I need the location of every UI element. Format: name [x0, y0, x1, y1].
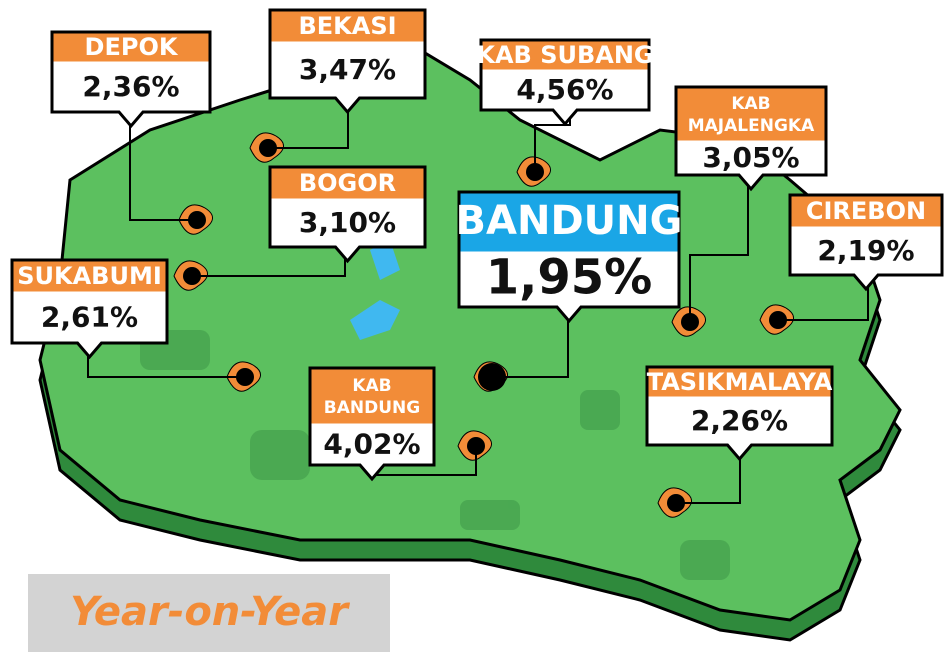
leader-line [676, 445, 741, 504]
callout-header [648, 368, 831, 397]
location-dot [188, 211, 206, 229]
location-dot [183, 267, 201, 285]
region-name: TASIKMALAYA [647, 368, 833, 396]
callout-header [271, 11, 424, 42]
callout-header [311, 369, 433, 424]
region-value: 3,10% [299, 206, 396, 239]
region-name: BEKASI [298, 12, 396, 40]
leader-line [778, 275, 869, 321]
region-name: BOGOR [299, 169, 396, 197]
location-dot [769, 311, 787, 329]
name-line: BANDUNG [324, 398, 420, 418]
location-dot [478, 363, 506, 391]
name-line: KAB [731, 94, 770, 114]
callout: KAB BANDUNG 4,02% [308, 366, 492, 482]
callout-header [271, 168, 424, 199]
callout: CIREBON 2,19% [759, 193, 944, 335]
region-value: 3,47% [299, 53, 396, 86]
leader-line [492, 307, 569, 378]
region-name: KAB MAJALENGKA [688, 94, 815, 136]
name-line: KAB [352, 376, 391, 396]
region-value: 2,26% [691, 404, 788, 437]
region-name: BANDUNG [456, 198, 683, 244]
region-value: 2,19% [817, 234, 914, 267]
region-value: 2,61% [41, 301, 138, 334]
location-dot [259, 139, 277, 157]
callout: DEPOK 2,36% [50, 30, 213, 235]
name-line: MAJALENGKA [688, 116, 815, 136]
location-dot [526, 163, 544, 181]
callout-header [13, 261, 166, 292]
region-name: KAB BANDUNG [324, 376, 420, 418]
leader-line [129, 112, 197, 221]
callout: BEKASI 3,47% [249, 8, 427, 163]
location-dot [681, 313, 699, 331]
callout-header [53, 33, 209, 62]
title-box [28, 574, 390, 652]
leader-line [689, 175, 749, 322]
callout: BANDUNG 1,95% [456, 190, 683, 392]
location-dot [236, 368, 254, 386]
callout-header [482, 41, 648, 70]
callout-header [791, 196, 941, 227]
leader-line [268, 98, 349, 149]
districts [140, 330, 730, 580]
location-dot [667, 494, 685, 512]
region-name: SUKABUMI [17, 262, 162, 290]
region-value: 4,56% [516, 73, 613, 106]
callout: SUKABUMI 2,61% [10, 258, 261, 392]
lake [350, 240, 400, 340]
location-dot [467, 437, 485, 455]
region-name: KAB SUBANG [476, 41, 653, 69]
region-value: 1,95% [486, 250, 653, 306]
callout: KAB SUBANG 4,56% [476, 38, 654, 187]
region-value: 4,02% [323, 428, 420, 461]
region-name: DEPOK [85, 33, 179, 61]
callout-header [677, 88, 825, 141]
region-name: CIREBON [806, 197, 926, 225]
region-value: 2,36% [82, 70, 179, 103]
callout: KAB MAJALENGKA 3,05% [671, 85, 828, 337]
callout: TASIKMALAYA 2,26% [645, 365, 834, 518]
title: Year-on-Year [70, 589, 350, 635]
callout: BOGOR 3,10% [173, 165, 427, 291]
region-value: 3,05% [702, 141, 799, 174]
callout-header [460, 193, 678, 252]
